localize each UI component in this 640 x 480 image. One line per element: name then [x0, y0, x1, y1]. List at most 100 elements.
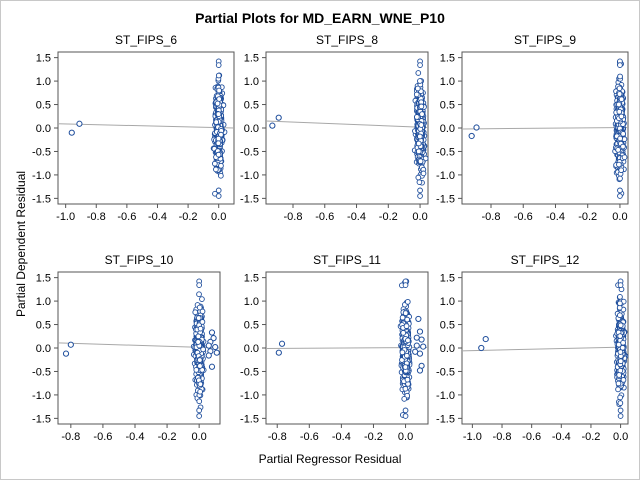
data-point — [418, 122, 425, 128]
data-point — [197, 363, 203, 369]
chart-title: Partial Plots for MD_EARN_WNE_P10 — [195, 10, 445, 26]
outlier-point — [208, 329, 216, 336]
x-tick-label: 0.0 — [398, 431, 413, 443]
point-cluster — [397, 278, 413, 419]
data-point — [617, 322, 624, 329]
data-point — [414, 114, 420, 120]
fit-line — [265, 120, 429, 129]
data-point — [401, 396, 408, 402]
data-point — [417, 78, 423, 84]
point-cluster — [190, 278, 207, 419]
data-point — [618, 96, 625, 103]
outlier-point — [478, 344, 485, 352]
data-point — [620, 339, 626, 346]
data-point — [617, 293, 623, 300]
y-tick-label: 0.0 — [244, 123, 259, 135]
x-tick-label: -0.2 — [179, 211, 198, 223]
fit-line — [57, 123, 235, 129]
data-point — [215, 111, 222, 117]
data-point — [617, 135, 623, 142]
data-point — [399, 314, 406, 321]
data-point — [215, 140, 222, 147]
y-tick-label: 1.5 — [244, 53, 259, 65]
data-point — [616, 91, 623, 97]
data-point — [419, 111, 425, 117]
y-tick-label: 1.0 — [36, 296, 51, 308]
data-point — [617, 407, 624, 414]
outlier-point — [275, 349, 282, 356]
x-axis-label: Partial Regressor Residual — [258, 452, 402, 466]
outlier-point — [205, 342, 212, 349]
y-tick-label: 1.0 — [440, 296, 455, 308]
data-point — [617, 282, 624, 288]
data-point — [196, 398, 203, 405]
x-tick-label: -0.2 — [364, 431, 383, 443]
y-tick-label: 1.0 — [244, 76, 259, 88]
data-point — [615, 147, 621, 153]
data-point — [415, 140, 422, 147]
y-tick-label: 0.5 — [440, 320, 455, 332]
outlier-point — [208, 363, 216, 370]
data-point — [399, 349, 406, 356]
data-point — [402, 407, 409, 414]
y-tick-label: 1.0 — [440, 76, 455, 88]
data-point — [192, 309, 199, 316]
y-tick-label: 0.5 — [36, 100, 51, 112]
x-tick-label: -0.4 — [546, 211, 565, 223]
outlier-point — [420, 343, 427, 350]
panel-3: ST_FIPS_9 1.5 1.0 0.5 0.0 -0.5 -1.0 -1.5 -0.8 -0.… — [436, 33, 629, 223]
y-tick-label: 0.0 — [36, 343, 51, 355]
y-tick-label: 1.5 — [36, 273, 51, 285]
outlier-point — [415, 315, 422, 323]
plot-frame — [265, 51, 429, 205]
data-point — [196, 357, 203, 363]
y-tick-label: 0.5 — [440, 100, 455, 112]
data-point — [218, 172, 224, 179]
data-point — [200, 346, 206, 353]
y-tick-label: -1.5 — [240, 193, 259, 205]
panel-4: ST_FIPS_10 1.5 1.0 0.5 0.0 -0.5 -1.0 -1.5 -0.8 -0… — [32, 253, 221, 443]
outlier-point — [76, 120, 83, 127]
data-point — [196, 304, 203, 311]
data-point — [193, 367, 200, 373]
x-tick-label: -0.6 — [93, 431, 112, 443]
y-tick-label: -0.5 — [32, 146, 51, 158]
data-point — [617, 187, 623, 194]
y-tick-label: -1.0 — [436, 390, 455, 402]
y-tick-label: 1.0 — [244, 296, 259, 308]
data-point — [402, 385, 409, 392]
y-tick-label: -1.0 — [436, 170, 455, 182]
x-tick-label: -0.4 — [148, 211, 167, 223]
y-tick-label: -1.5 — [436, 193, 455, 205]
point-cluster — [612, 58, 628, 199]
data-point — [420, 170, 427, 177]
y-tick-label: -1.0 — [240, 170, 259, 182]
panel-6: ST_FIPS_12 1.5 1.0 0.5 0.0 -0.5 -1.0 -1.5 -1.0 -0… — [436, 253, 629, 443]
data-point — [415, 148, 422, 155]
data-point — [617, 400, 624, 406]
data-point — [214, 100, 221, 107]
outlier-point — [473, 124, 480, 131]
data-point — [415, 70, 422, 76]
x-tick-label: -0.2 — [158, 431, 177, 443]
data-point — [615, 386, 621, 393]
panel-title: ST_FIPS_12 — [511, 253, 580, 267]
y-tick-label: 1.5 — [440, 53, 455, 65]
data-point — [417, 193, 423, 199]
y-tick-label: -1.5 — [240, 413, 259, 425]
data-point — [617, 193, 623, 199]
x-tick-label: -0.4 — [347, 211, 366, 223]
data-point — [196, 291, 202, 298]
data-point — [404, 376, 411, 383]
x-tick-label: 0.0 — [612, 211, 627, 223]
data-point — [417, 133, 423, 140]
x-tick-label: -0.8 — [87, 211, 106, 223]
data-point — [197, 388, 203, 395]
outlier-point — [210, 335, 217, 342]
point-cluster — [411, 58, 429, 199]
outlier-point — [212, 343, 219, 351]
x-tick-label: -1.0 — [56, 211, 75, 223]
point-cluster — [613, 278, 629, 419]
data-point — [617, 62, 623, 68]
